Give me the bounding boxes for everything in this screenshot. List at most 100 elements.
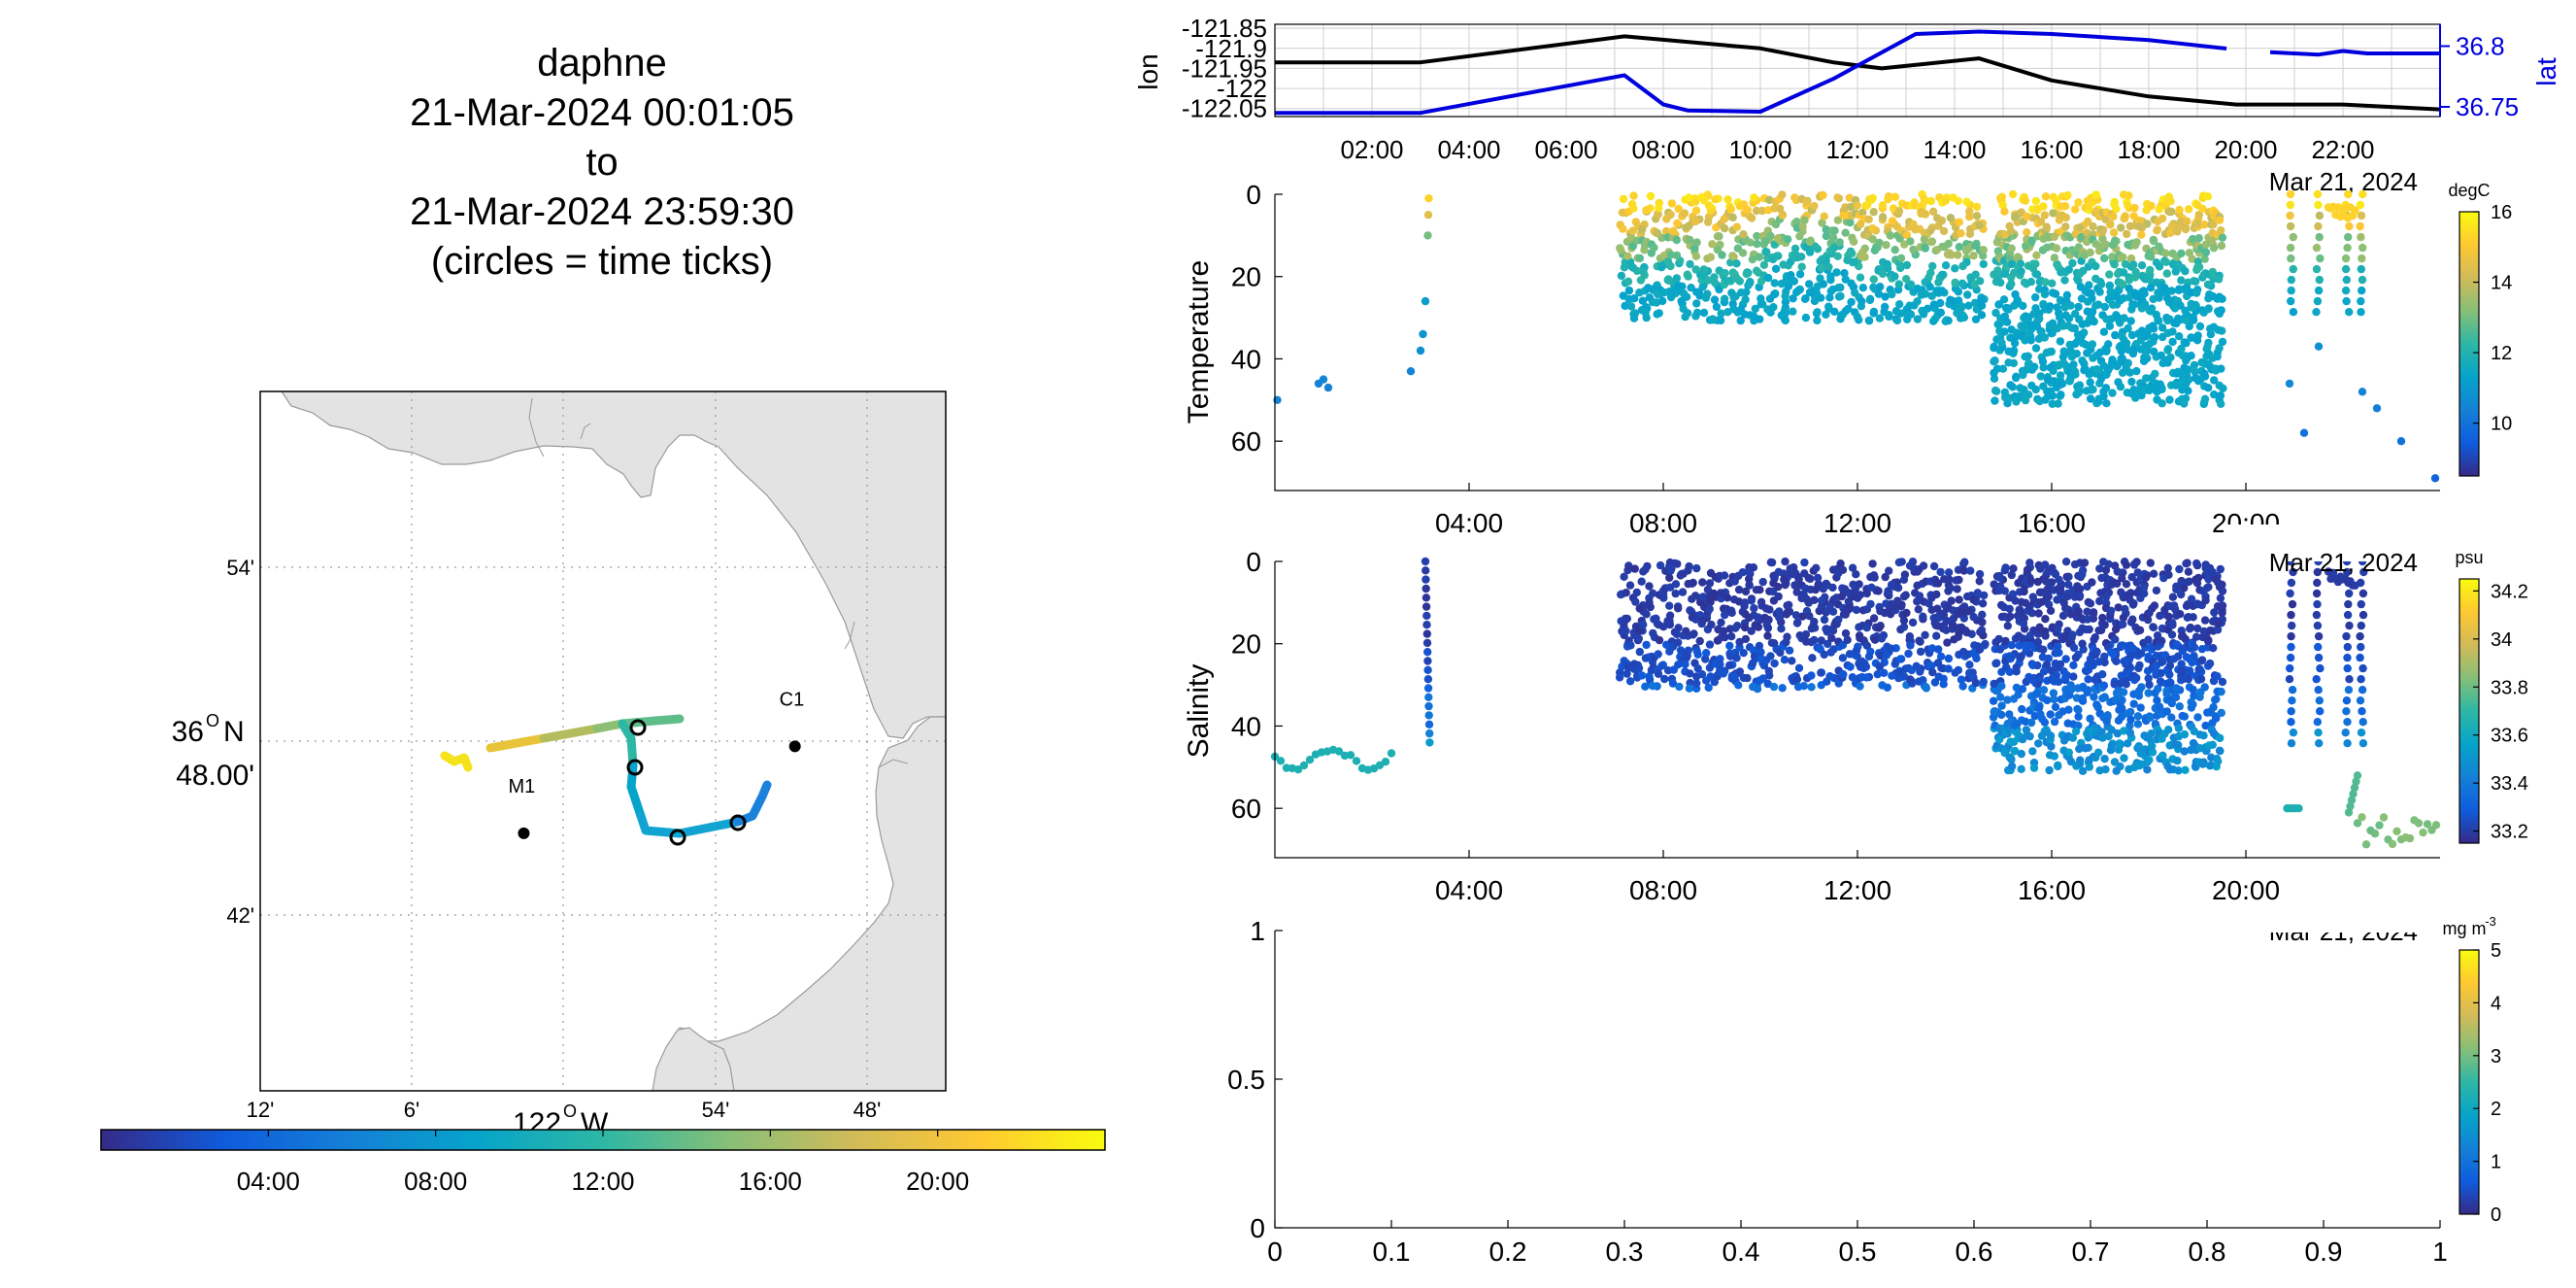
salinity-point xyxy=(1734,585,1744,594)
salinity-point xyxy=(2177,632,2187,641)
position-panel: -121.85-121.9-121.95-122-122.05 36.8 36.75… xyxy=(1133,14,2561,196)
salinity-point xyxy=(2392,827,2401,835)
salinity-point xyxy=(2189,613,2197,622)
temperature-point xyxy=(1853,201,1861,210)
temperature-point xyxy=(2286,221,2295,231)
temperature-colorbar xyxy=(2459,211,2480,477)
x-tick-label: 0.8 xyxy=(2189,1237,2226,1267)
temperature-point xyxy=(1711,195,1720,204)
salinity-point xyxy=(1862,589,1871,598)
temperature-point xyxy=(2200,394,2210,403)
temperature-point xyxy=(2042,243,2052,252)
temperature-point xyxy=(1977,311,1987,320)
temperature-point xyxy=(2357,232,2365,242)
temperature-point xyxy=(2011,212,2021,220)
temperature-point xyxy=(2086,378,2094,387)
temperature-point xyxy=(1841,228,1850,237)
temperature-point xyxy=(1858,208,1867,218)
temperature-point xyxy=(1655,204,1663,213)
salinity-point xyxy=(2388,839,2397,849)
temperature-point xyxy=(2077,294,2087,303)
temperature-point xyxy=(1621,301,1629,311)
temperature-point xyxy=(2129,386,2138,394)
salinity-point xyxy=(1969,595,1978,604)
salinity-point xyxy=(2155,702,2164,711)
temperature-point xyxy=(1795,285,1805,294)
salinity-point xyxy=(2080,559,2090,567)
salinity-point xyxy=(1899,592,1909,601)
temperature-point xyxy=(2010,339,2020,348)
temperature-point xyxy=(1838,310,1848,319)
salinity-point xyxy=(1671,580,1681,589)
temperature-point xyxy=(1836,291,1845,301)
salinity-point xyxy=(2356,696,2365,705)
temperature-point xyxy=(1965,207,1974,216)
x-tick-label: 16:00 xyxy=(2018,875,2086,905)
x-tick-label: 20:00 xyxy=(2212,875,2280,905)
temperature-point xyxy=(1674,281,1684,290)
salinity-point xyxy=(2165,670,2174,679)
salinity-point xyxy=(1698,578,1707,587)
temperature-point xyxy=(1416,346,1425,356)
temperature-point xyxy=(1653,228,1662,238)
salinity-point xyxy=(1649,589,1657,597)
temperature-point xyxy=(1928,261,1937,271)
temperature-point xyxy=(2008,259,2017,269)
salinity-point xyxy=(1919,561,1928,570)
salinity-point xyxy=(1929,561,1939,571)
temperature-point xyxy=(1628,226,1638,235)
salinity-point xyxy=(2046,606,2056,615)
salinity-point xyxy=(1877,634,1887,643)
temperature-point xyxy=(1766,231,1775,241)
temperature-point xyxy=(2026,321,2035,329)
salinity-point xyxy=(1882,651,1891,660)
salinity-point xyxy=(2351,581,2359,590)
temperature-point xyxy=(1954,288,1963,296)
temperature-point xyxy=(2345,221,2354,231)
temperature-point xyxy=(1868,235,1878,244)
temperature-point xyxy=(1753,231,1761,241)
temperature-point xyxy=(2065,376,2074,385)
salinity-point xyxy=(2069,643,2079,653)
salinity-point xyxy=(2186,623,2195,632)
temperature-point xyxy=(2108,389,2117,397)
temperature-point xyxy=(1692,288,1701,296)
temperature-point xyxy=(1840,269,1849,278)
temperature-point xyxy=(1781,291,1790,300)
salinity-point xyxy=(1817,668,1825,677)
salinity-point xyxy=(1875,624,1884,632)
salinity-point xyxy=(1932,590,1941,599)
salinity-point xyxy=(2022,726,2031,734)
temperature-point xyxy=(1835,238,1844,247)
temperature-point xyxy=(1728,213,1737,222)
position-x-tick-label: 12:00 xyxy=(1825,135,1889,164)
salinity-point xyxy=(1916,667,1924,676)
temperature-point xyxy=(1708,240,1717,249)
temperature-point xyxy=(2063,190,2072,200)
salinity-point xyxy=(2211,695,2220,704)
temperature-point xyxy=(1921,196,1930,205)
temperature-point xyxy=(2120,336,2128,345)
salinity-point xyxy=(2050,752,2058,761)
salinity-point xyxy=(1738,568,1748,577)
salinity-point xyxy=(2313,621,2323,630)
temperature-point xyxy=(2084,217,2092,226)
salinity-point xyxy=(1846,662,1855,671)
salinity-point xyxy=(2215,746,2225,755)
salinity-point xyxy=(1692,563,1701,573)
salinity-point xyxy=(1650,615,1658,624)
temperature-point xyxy=(1990,357,1998,366)
title-line-3: to xyxy=(585,141,618,184)
salinity-point xyxy=(2358,813,2366,822)
temperature-point xyxy=(1729,253,1738,261)
salinity-point xyxy=(2003,622,2012,630)
salinity-point xyxy=(1739,649,1748,658)
salinity-point xyxy=(2357,675,2365,684)
temperature-point xyxy=(1964,244,1973,254)
salinity-point xyxy=(2187,703,2196,712)
temperature-point xyxy=(2043,375,2053,385)
salinity-point xyxy=(1717,618,1725,627)
salinity-point xyxy=(2152,586,2161,595)
temperature-point xyxy=(2012,372,2021,381)
